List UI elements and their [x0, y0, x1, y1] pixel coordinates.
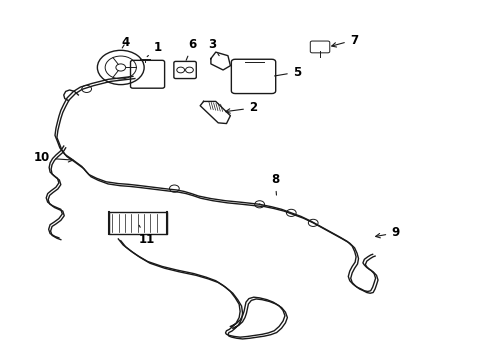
Text: 10: 10	[34, 152, 73, 165]
Text: 3: 3	[208, 38, 219, 56]
Text: 11: 11	[139, 225, 155, 246]
Text: 5: 5	[274, 66, 301, 79]
Bar	[109, 212, 167, 234]
Text: 9: 9	[376, 226, 399, 239]
Text: 6: 6	[186, 38, 197, 60]
Text: 7: 7	[332, 33, 358, 47]
Text: 1: 1	[147, 41, 161, 57]
Text: 4: 4	[122, 36, 130, 49]
Text: 8: 8	[271, 173, 279, 195]
Text: 2: 2	[225, 102, 257, 114]
